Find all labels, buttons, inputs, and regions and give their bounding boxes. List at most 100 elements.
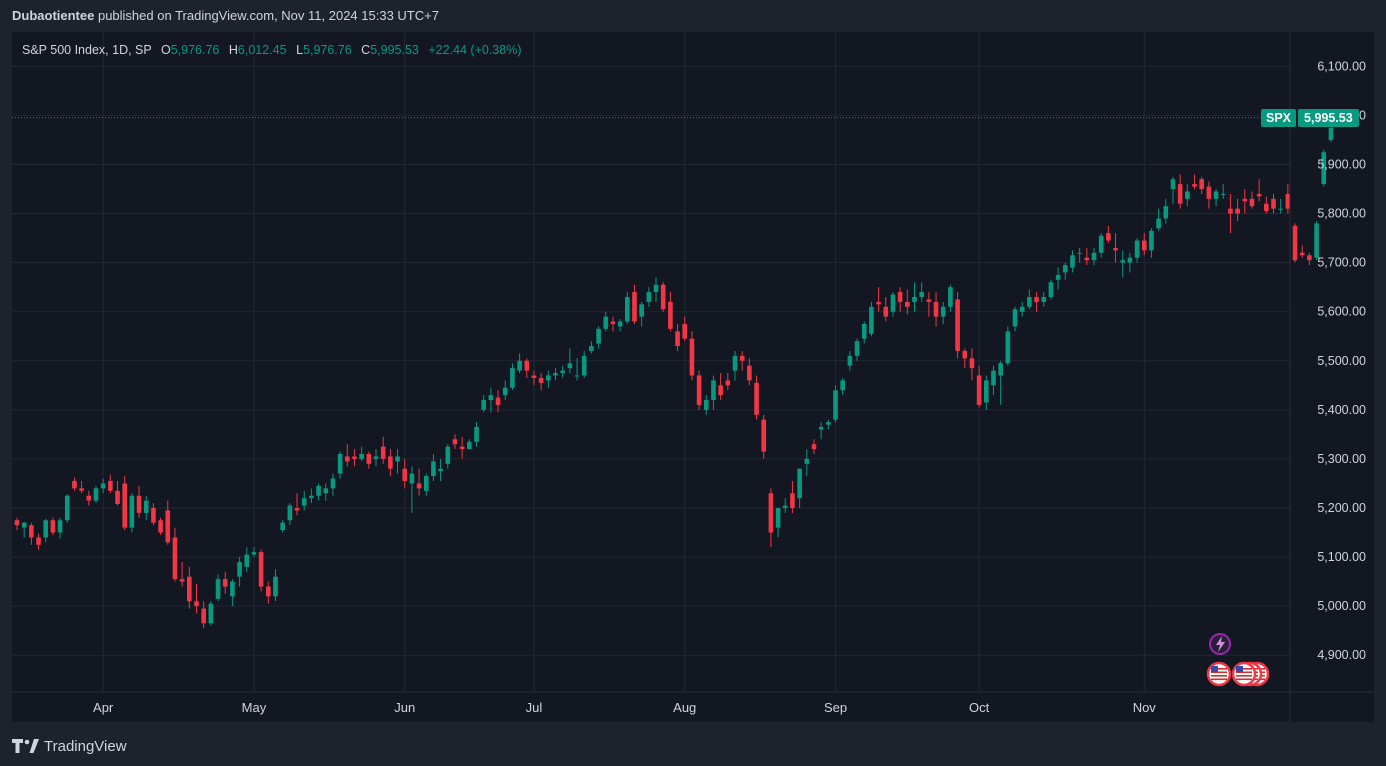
candle-body (1220, 193, 1226, 195)
candle-body (1149, 230, 1154, 251)
candle (775, 507, 781, 538)
candle (940, 301, 946, 324)
candlestick-chart[interactable]: 4,900.00 5,000.00 5,100.00 5,200.00 5,300.00… (12, 32, 1374, 722)
candle-body (323, 488, 329, 494)
publish-info: published on TradingView.com, Nov 11, 20… (97, 8, 439, 23)
candle-body (876, 301, 881, 305)
candle (782, 498, 788, 513)
y-tick-label: 6,100.00 (1317, 59, 1366, 73)
candle-body (251, 552, 257, 555)
candle (1041, 292, 1047, 307)
candle (337, 451, 343, 479)
candle (883, 296, 889, 322)
candle-body (1141, 240, 1147, 251)
candle-body (905, 301, 910, 307)
us-flag-icon[interactable] (1206, 661, 1232, 687)
brand-name[interactable]: TradingView (44, 737, 127, 755)
candle (330, 473, 336, 496)
candle (560, 365, 565, 378)
candle (574, 358, 580, 381)
candle (1019, 301, 1025, 317)
symbol-info[interactable]: S&P 500 Index, 1D, SP (22, 43, 152, 57)
candle (610, 316, 616, 332)
candle-body (64, 495, 70, 521)
candle-body (653, 284, 659, 293)
candle-body (517, 360, 522, 371)
x-tick-label: Oct (969, 700, 990, 715)
candle (1192, 174, 1197, 190)
candles-layer (14, 109, 1341, 629)
candle-body (1177, 184, 1183, 204)
candle-body (589, 346, 594, 351)
y-tick-label: 4,900.00 (1317, 648, 1366, 662)
candle-body (50, 520, 56, 533)
candle (36, 533, 41, 550)
candle-body (933, 301, 939, 317)
candle-body (811, 444, 817, 450)
candle-body (402, 468, 408, 481)
candle-body (826, 422, 831, 425)
candle-body (502, 387, 508, 396)
price-axis[interactable]: 4,900.00 5,000.00 5,100.00 5,200.00 5,300.00… (12, 32, 1374, 722)
candle (502, 380, 508, 401)
candle (1314, 220, 1319, 261)
candle-body (890, 294, 896, 312)
candle (222, 571, 228, 594)
candle (115, 480, 120, 506)
candle-body (208, 603, 214, 624)
candle (43, 518, 49, 543)
candle-body (1055, 274, 1061, 280)
candle-body (940, 306, 946, 317)
candle-body (258, 552, 264, 587)
candle-body (244, 554, 250, 567)
candle (876, 287, 881, 312)
candle (50, 517, 56, 535)
candle-body (1163, 206, 1169, 219)
candle (108, 474, 113, 494)
open-value: 5,976.76 (170, 43, 220, 57)
candle-body (725, 380, 731, 386)
us-flag-icon[interactable] (1231, 661, 1257, 687)
candle (826, 419, 831, 430)
candle-body (266, 586, 271, 597)
candle (689, 331, 695, 381)
candle-body (273, 576, 278, 597)
candle (1278, 198, 1283, 214)
candle-body (194, 601, 199, 607)
x-tick-label: Apr (93, 700, 114, 715)
chart-frame[interactable]: 4,900.00 5,000.00 5,100.00 5,200.00 5,300.00… (12, 32, 1374, 722)
tradingview-logo-icon (12, 739, 39, 753)
candle-body (380, 446, 386, 459)
candle (1120, 250, 1126, 278)
candle (237, 557, 242, 587)
candle (926, 292, 932, 317)
candle-body (1321, 152, 1327, 185)
candle (1084, 247, 1090, 266)
candle (366, 451, 372, 469)
candle (488, 387, 494, 413)
candle (64, 494, 70, 523)
candle (79, 480, 84, 494)
candle (143, 495, 149, 521)
candle-body (201, 608, 206, 624)
candle-body (1328, 127, 1334, 140)
candle (718, 373, 723, 401)
lightning-event-icon[interactable] (1209, 633, 1231, 655)
candle-body (452, 439, 458, 445)
candle-body (775, 507, 781, 528)
candle (266, 581, 271, 604)
candle-body (1292, 225, 1298, 261)
candle-body (280, 522, 285, 531)
candle (495, 390, 501, 413)
candle (179, 561, 185, 587)
events-layer[interactable] (1206, 633, 1270, 687)
candle-body (158, 520, 163, 533)
author-name[interactable]: Dubaotientee (12, 8, 95, 23)
time-axis[interactable]: Apr May Jun Jul Aug Sep Oct Nov (93, 700, 1156, 715)
candle-body (524, 360, 530, 371)
candle (72, 477, 77, 491)
candle-body (754, 382, 759, 415)
candle-body (546, 375, 551, 381)
candle-body (998, 363, 1003, 376)
candle-body (632, 292, 637, 322)
